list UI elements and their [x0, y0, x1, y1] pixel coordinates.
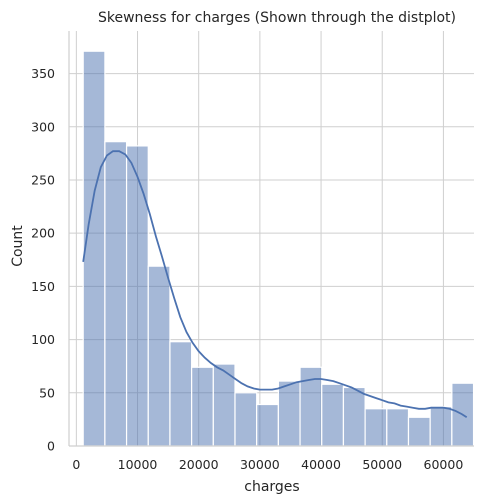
histogram-bar: [364, 408, 388, 447]
x-tick-label: 50000: [362, 457, 402, 472]
histogram-bar: [256, 403, 279, 447]
y-tick-label: 200: [31, 226, 55, 241]
y-tick-label: 100: [31, 332, 55, 347]
x-tick-label: 30000: [240, 457, 280, 472]
x-tick-labels: 0 10000 20000 30000 40000 50000 60000: [72, 457, 463, 472]
histogram-bar: [342, 386, 366, 447]
histogram-bar: [277, 380, 301, 447]
histogram-bar: [429, 406, 453, 447]
chart-title: Skewness for charges (Shown through the …: [98, 10, 456, 26]
kde-curve: [82, 150, 468, 419]
y-axis-label: Count: [10, 225, 26, 267]
y-tick-label: 150: [31, 279, 55, 294]
y-tick-label: 50: [39, 385, 55, 400]
histogram-bar: [234, 392, 258, 447]
x-tick-label: 20000: [179, 457, 219, 472]
x-tick-label: 10000: [118, 457, 158, 472]
x-tick-label: 40000: [301, 457, 341, 472]
x-tick-label: 60000: [424, 457, 464, 472]
x-tick-label: 0: [72, 457, 80, 472]
histogram-bar: [386, 408, 410, 447]
histogram-bar: [321, 383, 345, 447]
histogram-bar: [191, 366, 214, 447]
x-axis-label: charges: [244, 479, 299, 495]
y-tick-labels: 0 50 100 150 200 250 300 350: [31, 66, 55, 453]
histogram-bar: [125, 145, 149, 447]
histogram-bars: [82, 50, 475, 447]
y-tick-label: 300: [31, 119, 55, 134]
y-tick-label: 250: [31, 172, 55, 187]
y-tick-label: 350: [31, 66, 55, 81]
histogram-bar: [407, 416, 431, 447]
histogram-bar: [169, 341, 193, 447]
histogram-bar: [82, 50, 106, 447]
axis-spines: [68, 31, 474, 447]
y-tick-label: 0: [47, 439, 55, 454]
histogram-bar: [104, 141, 128, 447]
histogram-bar: [147, 265, 171, 447]
